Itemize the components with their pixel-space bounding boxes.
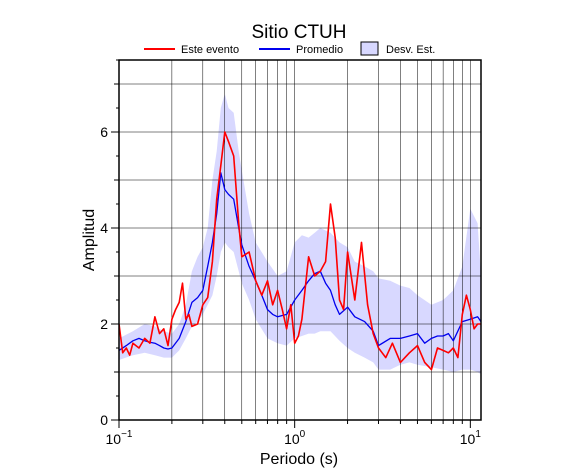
y-tick-label: 4 <box>100 220 108 236</box>
y-tick-label: 0 <box>100 412 108 428</box>
legend-swatch-desv-est <box>360 41 379 56</box>
y-axis-label: Amplitud <box>81 209 98 271</box>
x-axis-label: Periodo (s) <box>260 451 338 468</box>
series-line-promedio <box>119 172 481 351</box>
x-tick-label: 100 <box>284 429 306 447</box>
plot-area: 0 2 4 6 10−1 100 101 <box>100 59 482 447</box>
legend-label-desv-est: Desv. Est. <box>386 44 435 56</box>
legend-label-promedio: Promedio <box>296 44 343 56</box>
y-tick-label: 2 <box>100 316 108 332</box>
chart-title: Sitio CTUH <box>251 22 346 43</box>
plot-frame <box>118 59 482 421</box>
x-tick-label: 10−1 <box>106 429 133 447</box>
legend: Este evento Promedio Desv. Est. <box>144 41 435 56</box>
series-line-este-evento <box>119 131 481 371</box>
legend-label-este-evento: Este evento <box>181 44 239 56</box>
y-tick-label: 6 <box>100 124 108 140</box>
std-dev-band <box>119 93 481 375</box>
x-tick-label: 101 <box>460 429 482 447</box>
